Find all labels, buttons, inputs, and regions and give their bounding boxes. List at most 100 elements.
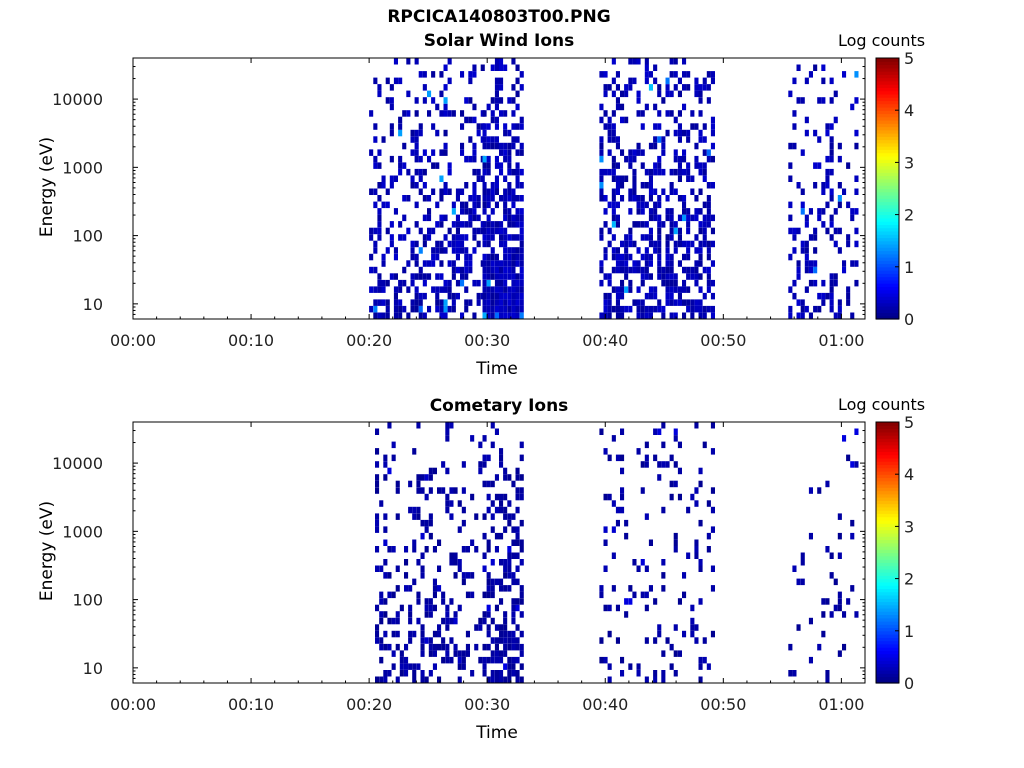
heatmap-cell (599, 188, 604, 195)
heatmap-cell (499, 461, 504, 468)
heatmap-cell (653, 305, 658, 313)
heatmap-cell (393, 247, 398, 254)
heatmap-cell (829, 611, 834, 618)
heatmap-cell (503, 234, 508, 241)
colorbar-segment (876, 441, 899, 446)
heatmap-cell (406, 312, 411, 319)
heatmap-cell (486, 227, 491, 235)
heatmap-cell (503, 650, 508, 657)
heatmap-cell (447, 58, 452, 65)
heatmap-cell (636, 221, 641, 228)
heatmap-cell (511, 168, 516, 176)
heatmap-cell (447, 77, 452, 85)
heatmap-cell (694, 260, 699, 267)
heatmap-cell (428, 670, 433, 677)
heatmap-cell (673, 279, 678, 287)
colorbar-segment (876, 221, 899, 225)
heatmap-cell (445, 493, 450, 501)
heatmap-cell (511, 604, 516, 612)
heatmap-cell (686, 136, 691, 143)
heatmap-cell (800, 299, 805, 306)
heatmap-cell (669, 234, 674, 241)
heatmap-cell (507, 214, 512, 222)
heatmap-cell (669, 227, 674, 235)
heatmap-cell (414, 286, 419, 293)
heatmap-cell (482, 299, 487, 306)
heatmap-cell (706, 279, 711, 287)
heatmap-cell (464, 260, 469, 267)
heatmap-cell (499, 149, 504, 156)
heatmap-cell (854, 240, 859, 248)
heatmap-cell (607, 279, 612, 287)
heatmap-cell (673, 650, 678, 657)
heatmap-cell (644, 604, 649, 612)
heatmap-cell (377, 286, 382, 293)
heatmap-cell (624, 155, 629, 163)
heatmap-cell (644, 64, 649, 71)
heatmap-cell (503, 279, 508, 287)
heatmap-cell (385, 97, 390, 104)
heatmap-cell (445, 435, 450, 442)
heatmap-cell (503, 286, 508, 293)
heatmap-cell (451, 247, 456, 254)
heatmap-cell (482, 201, 487, 209)
heatmap-cell (710, 227, 715, 235)
heatmap-cell (706, 273, 711, 280)
heatmap-cell (519, 253, 524, 261)
colorbar-segment (876, 123, 899, 128)
heatmap-cell (792, 77, 797, 85)
heatmap-cell (653, 292, 658, 300)
heatmap-cell (661, 506, 666, 514)
heatmap-cell (420, 624, 425, 631)
heatmap-cell (519, 611, 524, 618)
heatmap-cell (515, 487, 520, 494)
heatmap-cell (441, 598, 446, 605)
heatmap-cell (470, 591, 475, 599)
heatmap-cell (640, 279, 645, 287)
heatmap-cell (677, 110, 682, 117)
heatmap-cell (690, 617, 695, 625)
heatmap-cell (383, 630, 388, 638)
heatmap-cell (710, 116, 715, 124)
heatmap-cell (499, 506, 504, 514)
heatmap-cell (632, 58, 637, 65)
heatmap-cell (395, 630, 400, 638)
heatmap-cell (833, 227, 838, 235)
heatmap-cell (620, 286, 625, 293)
heatmap-cell (624, 286, 629, 293)
heatmap-cell (698, 312, 703, 319)
heatmap-cell (615, 71, 620, 78)
heatmap-cell (447, 240, 452, 248)
heatmap-cell (636, 305, 641, 313)
heatmap-cell (837, 142, 842, 150)
heatmap-cell (373, 188, 378, 195)
heatmap-cell (503, 266, 508, 274)
x-tick-label: 00:00 (110, 331, 156, 350)
heatmap-cell (395, 617, 400, 625)
heatmap-cell (391, 454, 396, 462)
heatmap-cell (603, 71, 608, 78)
heatmap-cell (383, 643, 388, 651)
heatmap-cell (490, 136, 495, 143)
heatmap-cell (377, 299, 382, 306)
heatmap-cell (511, 123, 516, 130)
heatmap-cell (393, 273, 398, 280)
heatmap-cell (455, 214, 460, 222)
heatmap-cell (673, 240, 678, 248)
heatmap-cell (821, 77, 826, 85)
heatmap-cell (657, 474, 662, 481)
heatmap-cell (447, 188, 452, 195)
heatmap-cell (507, 234, 512, 241)
heatmap-cell (373, 155, 378, 163)
heatmap-cell (486, 279, 491, 287)
colorbar-segment (876, 289, 899, 294)
heatmap-cell (511, 312, 516, 319)
heatmap-cell (402, 195, 407, 202)
heatmap-cell (846, 292, 851, 300)
heatmap-cell (640, 234, 645, 241)
heatmap-cell (511, 670, 516, 677)
heatmap-cell (808, 532, 813, 540)
heatmap-cell (441, 461, 446, 468)
heatmap-cell (389, 182, 394, 189)
heatmap-cell (420, 474, 425, 481)
